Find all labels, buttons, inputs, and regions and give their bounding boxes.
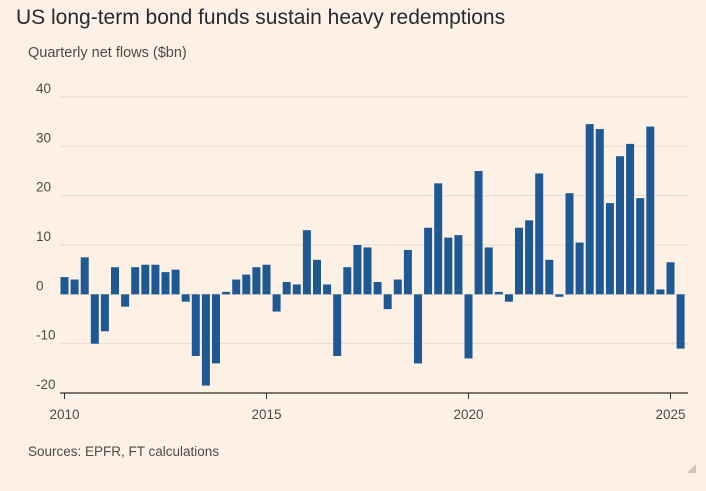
bar (555, 294, 564, 297)
bar (191, 294, 200, 356)
bar (282, 282, 291, 295)
bar (616, 156, 624, 295)
bars (60, 124, 685, 386)
bar (474, 171, 483, 295)
bar (585, 124, 594, 295)
bar (676, 294, 685, 349)
y-tick-label: 0 (36, 278, 44, 293)
bar (232, 279, 241, 295)
bar (60, 277, 69, 295)
y-tick-label: -10 (36, 328, 56, 343)
bar (373, 282, 382, 295)
x-tick-label: 2010 (49, 407, 79, 422)
bar (171, 269, 180, 295)
y-tick-label: -20 (36, 377, 56, 392)
bar (343, 267, 352, 295)
bar (292, 284, 301, 295)
bar (302, 230, 311, 295)
bar (656, 289, 665, 295)
bar (323, 284, 332, 295)
bar (565, 193, 574, 295)
bar (525, 220, 534, 295)
resize-grip-icon[interactable] (687, 464, 696, 473)
y-tick-label: 10 (36, 229, 51, 244)
bar (181, 294, 190, 302)
bar (646, 126, 655, 295)
bar (434, 183, 443, 295)
bar (666, 262, 675, 295)
bar (111, 267, 119, 295)
bar (383, 294, 392, 310)
bar (222, 291, 231, 295)
bar (353, 245, 362, 295)
chart-title: US long-term bond funds sustain heavy re… (16, 6, 506, 29)
bar (454, 235, 463, 295)
bar (484, 247, 493, 295)
bar (70, 279, 79, 295)
bar (363, 247, 372, 295)
y-tick-label: 30 (36, 130, 51, 145)
y-tick-label: 20 (36, 180, 51, 195)
bar (403, 249, 412, 295)
bar (313, 259, 321, 295)
bar (333, 294, 342, 356)
bar (464, 294, 473, 359)
gridlines (60, 96, 688, 394)
bar (626, 143, 635, 295)
bar (90, 294, 99, 344)
bar (121, 294, 130, 307)
bar (545, 259, 554, 295)
bar (494, 291, 503, 295)
bar (424, 227, 433, 295)
bar (515, 227, 523, 295)
x-tick-label: 2025 (655, 407, 685, 422)
x-tick-label: 2020 (453, 407, 483, 422)
x-tick-label: 2015 (251, 407, 281, 422)
bar (393, 279, 402, 295)
bar (605, 203, 614, 295)
bar (80, 257, 89, 295)
bar (161, 272, 170, 295)
bar (636, 198, 645, 295)
bar (151, 264, 160, 295)
y-tick-label: 40 (36, 81, 51, 96)
source-note: Sources: EPFR, FT calculations (28, 444, 220, 459)
bar (141, 264, 150, 295)
chart-subtitle: Quarterly net flows ($bn) (28, 45, 187, 61)
bar (414, 294, 422, 364)
bar (504, 294, 513, 302)
bar (252, 267, 261, 295)
bar (100, 294, 109, 332)
y-axis-tick-labels: 40 30 20 10 0 -10 -20 (36, 81, 56, 392)
bar (262, 264, 271, 295)
bar (575, 242, 584, 295)
x-axis-ticks: 2010 2015 2020 2025 (49, 393, 686, 422)
bar (131, 267, 140, 295)
bar (444, 237, 453, 295)
bar (535, 173, 544, 295)
bar (272, 294, 281, 312)
bar (595, 129, 604, 295)
bar (201, 294, 210, 386)
bar (242, 274, 251, 295)
bar (212, 294, 220, 364)
